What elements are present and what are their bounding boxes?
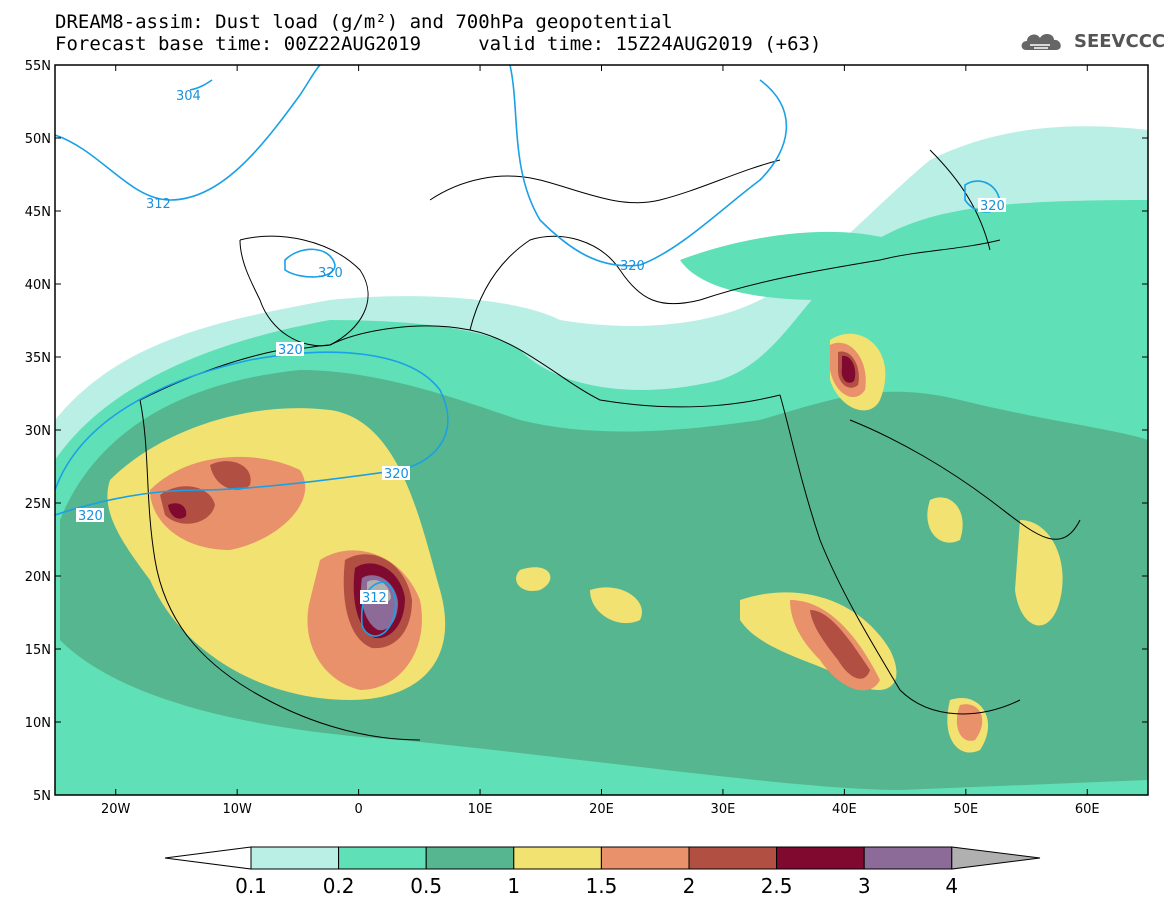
colorbar-swatch — [600, 846, 690, 870]
contour-label: 320 — [78, 509, 103, 524]
contour-label: 312 — [146, 197, 171, 212]
cloud-icon — [1021, 34, 1061, 50]
colorbar-label: 0.1 — [235, 874, 267, 898]
lat-tick-label: 5N — [33, 789, 51, 804]
colorbar-low-arrow — [164, 846, 252, 870]
lat-tick-label: 15N — [25, 643, 51, 658]
lon-tick-label: 60E — [1075, 802, 1100, 817]
lon-tick-label: 0 — [354, 802, 362, 817]
colorbar-label: 0.2 — [322, 874, 355, 898]
colorbar-swatch — [338, 846, 427, 870]
colorbar-swatch — [513, 846, 602, 870]
contour-labels: 304 312 320 320 320 320 320 320 312 — [76, 89, 1006, 606]
contour-label: 320 — [384, 467, 409, 482]
colorbar-swatch — [776, 846, 865, 870]
lon-tick-label: 40E — [832, 802, 857, 817]
contour-label: 320 — [318, 266, 343, 281]
colorbar-label: 2.5 — [760, 874, 793, 898]
lon-tick-label: 20W — [101, 802, 131, 817]
colorbar-label: 4 — [945, 874, 959, 898]
lat-tick-label: 40N — [25, 278, 51, 293]
colorbar-swatch — [425, 846, 515, 870]
lat-tick-label: 20N — [25, 570, 51, 585]
colorbar — [164, 846, 1041, 870]
map-title: DREAM8-assim: Dust load (g/m²) and 700hP… — [55, 11, 673, 33]
forecast-times: Forecast base time: 00Z22AUG2019 valid t… — [55, 33, 822, 55]
lon-tick-label: 30E — [711, 802, 736, 817]
lat-tick-label: 45N — [25, 205, 51, 220]
colorbar-swatch — [688, 846, 778, 870]
geopotential-contours — [55, 65, 1001, 637]
lat-tick-label: 10N — [25, 716, 51, 731]
seevccc-logo: SEEVCCC — [1018, 26, 1165, 56]
lon-tick-label: 10E — [468, 802, 493, 817]
colorbar-label: 1 — [507, 874, 521, 898]
colorbar-label: 1.5 — [585, 874, 618, 898]
contour-label: 320 — [620, 259, 645, 274]
latitude-labels: 55N 50N 45N 40N 35N 30N 25N 20N 15N 10N 5N — [25, 59, 51, 804]
logo-text: SEEVCCC — [1074, 31, 1165, 52]
contour-label: 312 — [362, 591, 387, 606]
lat-tick-label: 55N — [25, 59, 51, 74]
longitude-labels: 20W 10W 0 10E 20E 30E 40E 50E 60E — [101, 802, 1100, 817]
lat-tick-label: 25N — [25, 497, 51, 512]
dust-fields — [55, 126, 1148, 795]
lat-tick-label: 30N — [25, 424, 51, 439]
lon-tick-label: 10W — [222, 802, 252, 817]
lat-tick-label: 50N — [25, 132, 51, 147]
colorbar-label: 3 — [857, 874, 871, 898]
colorbar-label: 0.5 — [410, 874, 443, 898]
axis-ticks — [55, 64, 1148, 796]
lat-tick-label: 35N — [25, 351, 51, 366]
contour-label: 320 — [278, 343, 303, 358]
lon-tick-label: 20E — [589, 802, 614, 817]
colorbar-swatch — [863, 846, 953, 870]
contour-label: 320 — [980, 199, 1005, 214]
lon-tick-label: 50E — [953, 802, 978, 817]
colorbar-swatch — [250, 846, 340, 870]
contour-label: 304 — [176, 89, 201, 104]
colorbar-high-arrow — [951, 846, 1041, 870]
coastlines — [139, 149, 1081, 741]
colorbar-label: 2 — [682, 874, 696, 898]
